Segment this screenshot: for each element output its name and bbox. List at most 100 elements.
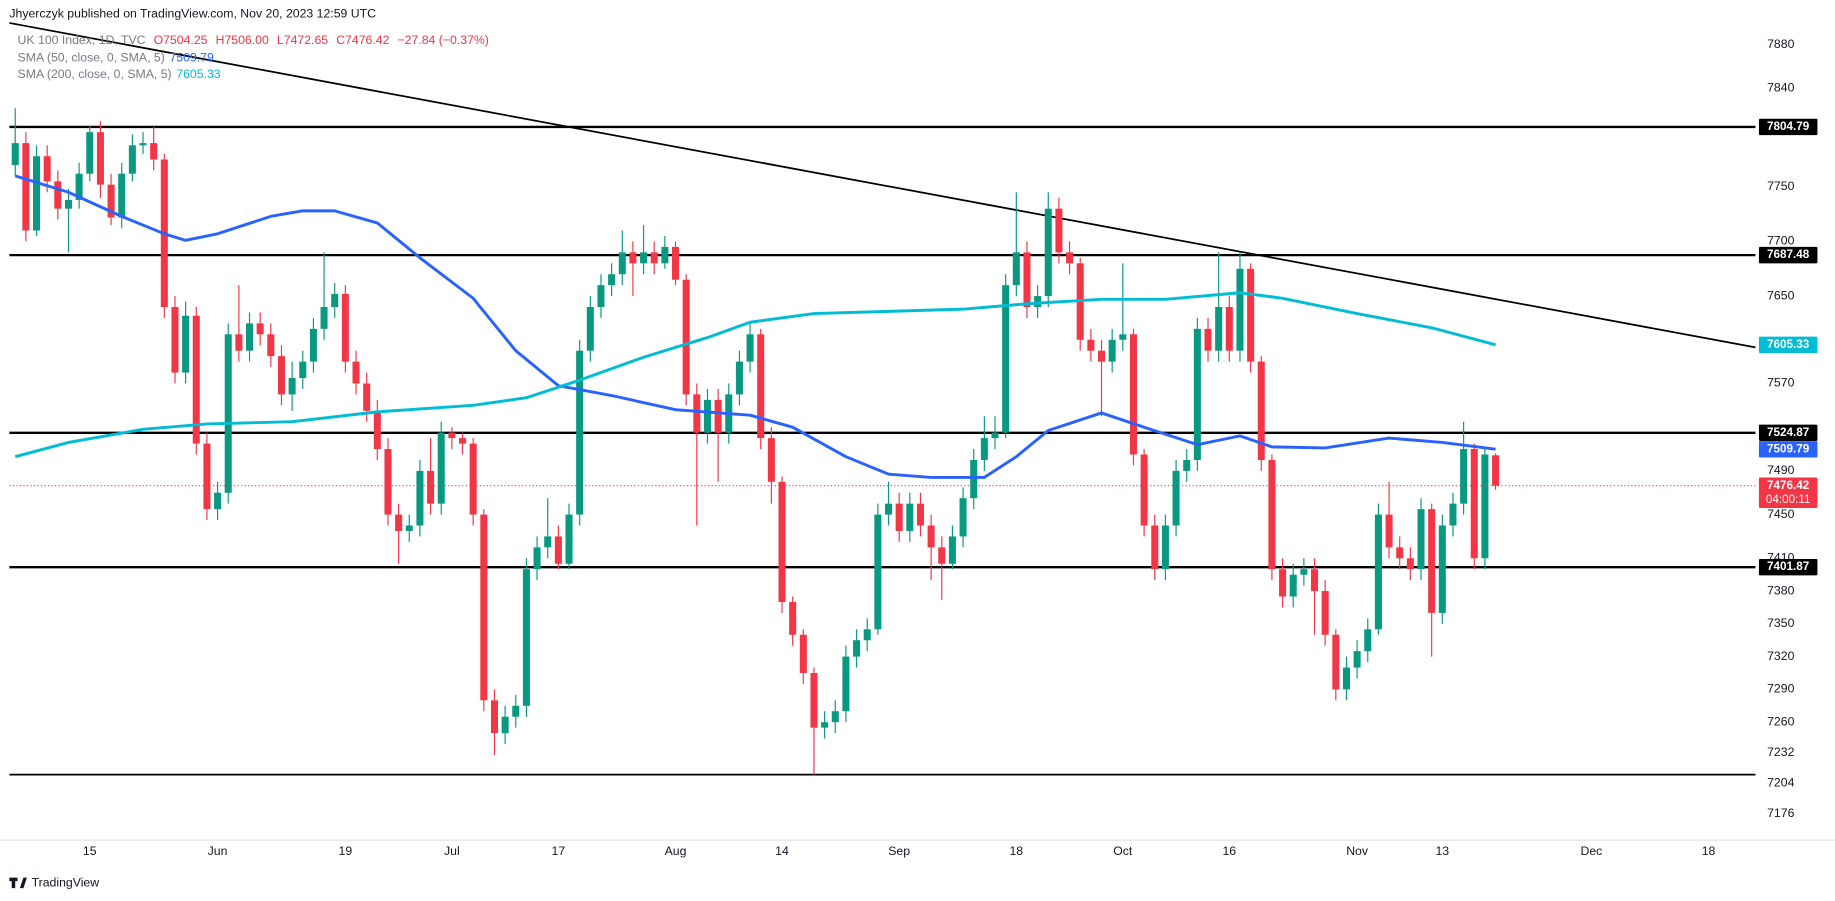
x-tick-label: 16: [1222, 844, 1236, 858]
candle-body: [1236, 268, 1244, 351]
candle-body: [437, 432, 445, 504]
candle-body: [182, 315, 190, 373]
candle-body: [33, 156, 41, 231]
candle-body: [1310, 569, 1319, 592]
legend: SMA (50, close, 0, SMA, 5) 7509.79 SMA (20…: [18, 51, 221, 81]
candle-body: [96, 132, 104, 185]
attribution: Jhyerczyk published on TradingView.com, …: [9, 6, 376, 20]
candle-body: [522, 569, 530, 706]
candle-body: [1257, 361, 1265, 460]
candle-body: [959, 498, 967, 537]
candle-body: [608, 274, 616, 286]
y-tick-label: 7450: [1767, 507, 1794, 521]
candle-body: [916, 503, 924, 526]
candle-body: [352, 361, 360, 384]
candle-body: [682, 279, 690, 395]
header-open: O7504.25: [154, 33, 208, 47]
level-tag: 7401.87: [1767, 560, 1809, 573]
y-tick-label: 7880: [1767, 37, 1794, 51]
candle-body: [288, 378, 296, 395]
candle-body: [1428, 509, 1436, 613]
level-tag-bg: [1758, 558, 1818, 576]
candle-body: [1055, 208, 1063, 253]
candle-body: [277, 356, 285, 395]
candle-body: [714, 399, 722, 433]
level-tag: 7804.79: [1767, 120, 1810, 133]
sma-tag: 7605.33: [1767, 338, 1810, 351]
candle-body: [874, 514, 882, 630]
candle-body: [512, 705, 520, 717]
candle-body: [86, 132, 94, 174]
header-high: H7506.00: [216, 33, 269, 47]
candle-body: [703, 399, 711, 433]
candle-body: [991, 432, 999, 439]
sma-line: [14, 291, 1496, 459]
candle-body: [448, 432, 456, 439]
candle-body: [1225, 307, 1233, 351]
x-tick-label: Dec: [1581, 844, 1603, 858]
candle-body: [554, 536, 562, 564]
candle-body: [544, 536, 552, 548]
y-tick-label: 7650: [1767, 288, 1794, 302]
sma-tag-bg: [1758, 441, 1818, 458]
candle-body: [203, 443, 211, 510]
candle-body: [1460, 449, 1468, 504]
legend-symbol-line: UK 100 Index, 1D, TVC O7504.25 H7506.00 …: [18, 33, 489, 47]
header-change: −27.84 (−0.37%): [398, 33, 489, 47]
footer-logo: TradingView: [9, 876, 99, 890]
candle-body: [395, 514, 403, 531]
last-price-tag-bg: [1758, 477, 1818, 508]
legend-value: 7509.79: [169, 51, 214, 65]
candle-body: [1300, 569, 1308, 575]
y-tick-label: 7700: [1767, 234, 1794, 248]
candle-body: [1247, 268, 1255, 362]
legend-entry: SMA (200, close, 0, SMA, 5) 7605.33: [18, 67, 221, 81]
header-close: C7476.42: [336, 33, 389, 47]
y-tick-label: 7750: [1767, 179, 1794, 193]
candle-body: [43, 156, 51, 182]
candle-body: [1119, 334, 1127, 340]
candle-body: [821, 722, 829, 728]
candle-body: [1353, 651, 1361, 668]
candle-body: [757, 334, 765, 439]
y-tick-label: 7260: [1767, 714, 1794, 728]
y-tick-label: 7232: [1767, 745, 1794, 759]
candle-body: [1470, 449, 1478, 559]
candle-body: [192, 315, 200, 444]
candle-body: [1438, 525, 1446, 613]
candle-body: [1097, 350, 1106, 362]
candle-body: [1023, 252, 1031, 308]
candle-body: [267, 334, 275, 357]
symbol: UK 100 Index, 1D, TVC: [18, 33, 146, 47]
candle-body: [885, 503, 893, 515]
level-tag: 7524.87: [1767, 426, 1809, 439]
plot-area: [9, 22, 1756, 776]
candle-body: [533, 547, 541, 570]
x-tick-label: 15: [83, 844, 97, 858]
candle-body: [810, 672, 818, 728]
candle-body: [54, 181, 62, 209]
candle-body: [256, 323, 264, 335]
candle-body: [650, 252, 658, 264]
candle-body: [150, 143, 158, 160]
candle-body: [927, 525, 935, 548]
candle-body: [1108, 339, 1116, 362]
candle-body: [107, 184, 115, 218]
x-tick-label: Jul: [444, 844, 460, 858]
candle-body: [693, 394, 701, 433]
legend-value: 7605.33: [176, 67, 221, 81]
candle-body: [767, 438, 775, 482]
candle-body: [11, 143, 19, 165]
candle-body: [1044, 208, 1052, 297]
candle-body: [1172, 470, 1180, 526]
candle-body: [469, 443, 477, 515]
candle-body: [490, 700, 498, 734]
x-tick-label: Oct: [1113, 844, 1133, 858]
candle-body: [1342, 667, 1350, 690]
candle-body: [1002, 285, 1010, 433]
x-tick-label: Jun: [208, 844, 228, 858]
logo-icon: [9, 877, 27, 889]
candle-body: [778, 481, 786, 602]
